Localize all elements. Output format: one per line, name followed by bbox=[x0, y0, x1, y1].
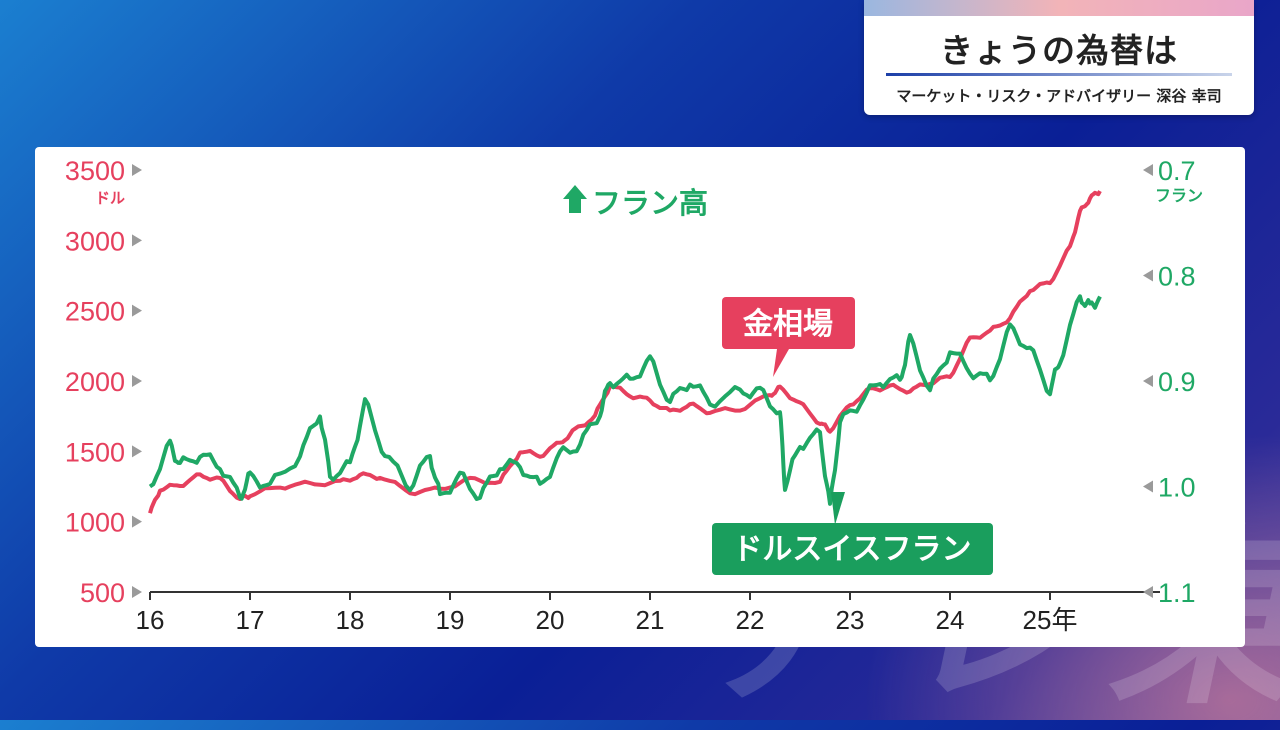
left-tick-arrow-icon bbox=[132, 586, 142, 598]
x-tick-label-2: 18 bbox=[336, 605, 365, 635]
title-card: きょうの為替は マーケット・リスク・アドバイザリー 深谷 幸司 bbox=[864, 0, 1254, 115]
left-tick-label-0: 3500 bbox=[65, 156, 125, 186]
right-tick-arrow-icon bbox=[1143, 480, 1153, 493]
right-tick-arrow-icon bbox=[1143, 375, 1153, 387]
program-title: きょうの為替は bbox=[940, 31, 1178, 70]
franc-label-box bbox=[712, 523, 993, 575]
chart-svg: 16 17 18 19 20 21 22 23 24 25年 3500 3000 2500 2000 150… bbox=[65, 156, 1203, 635]
left-tick-arrow-icon bbox=[132, 304, 142, 317]
left-tick-arrow-icon bbox=[132, 234, 142, 247]
x-tick-label-8: 24 bbox=[936, 605, 965, 635]
left-tick-arrow-icon bbox=[132, 445, 142, 458]
franc-label-pointer bbox=[831, 492, 845, 525]
left-tick-label-6: 500 bbox=[80, 578, 125, 608]
right-tick-label-0: 0.7 bbox=[1158, 156, 1196, 186]
left-tick-arrow-icon bbox=[132, 515, 142, 528]
left-tick-label-3: 2000 bbox=[65, 367, 125, 397]
gold-label-pointer bbox=[773, 349, 789, 377]
x-tick-label-9: 25年 bbox=[1023, 605, 1078, 635]
left-tick-label-1: 3000 bbox=[65, 226, 125, 256]
series-line-franc bbox=[148, 294, 1102, 506]
left-tick-label-4: 1500 bbox=[65, 437, 125, 467]
gold-label-box bbox=[722, 297, 855, 349]
right-tick-arrow-icon bbox=[1143, 586, 1153, 598]
title-card-accent-bar bbox=[864, 0, 1254, 16]
right-axis-unit: フラン bbox=[1155, 186, 1203, 205]
franc-series-label: ドルスイスフラン bbox=[732, 532, 971, 567]
x-tick-label-7: 23 bbox=[836, 605, 865, 635]
x-tick-label-5: 21 bbox=[636, 605, 665, 635]
right-tick-label-3: 1.0 bbox=[1158, 473, 1196, 503]
right-tick-label-2: 0.9 bbox=[1158, 367, 1196, 397]
series-line-gold bbox=[148, 190, 1102, 514]
left-axis-unit: ドル bbox=[95, 189, 125, 207]
up-arrow-icon bbox=[563, 185, 587, 213]
left-tick-arrow-icon bbox=[132, 375, 142, 387]
chart-panel: 16 17 18 19 20 21 22 23 24 25年 3500 3000 2500 2000 150… bbox=[35, 147, 1245, 647]
left-tick-arrow-icon bbox=[132, 164, 142, 176]
left-tick-label-5: 1000 bbox=[65, 508, 125, 538]
x-tick-label-4: 20 bbox=[536, 605, 565, 635]
left-tick-label-2: 2500 bbox=[65, 297, 125, 327]
annotation-franc-high: フラン高 bbox=[592, 186, 708, 220]
right-tick-label-4: 1.1 bbox=[1158, 578, 1196, 608]
right-tick-label-1: 0.8 bbox=[1158, 262, 1196, 292]
x-tick-label-1: 17 bbox=[236, 605, 265, 635]
right-tick-arrow-icon bbox=[1143, 164, 1153, 176]
x-tick-label-3: 19 bbox=[436, 605, 465, 635]
presenter-name: マーケット・リスク・アドバイザリー 深谷 幸司 bbox=[896, 87, 1222, 105]
right-tick-arrow-icon bbox=[1143, 269, 1153, 282]
x-tick-label-0: 16 bbox=[136, 605, 165, 635]
x-tick-label-6: 22 bbox=[736, 605, 765, 635]
gold-series-label: 金相場 bbox=[742, 307, 833, 342]
title-divider bbox=[886, 73, 1232, 76]
